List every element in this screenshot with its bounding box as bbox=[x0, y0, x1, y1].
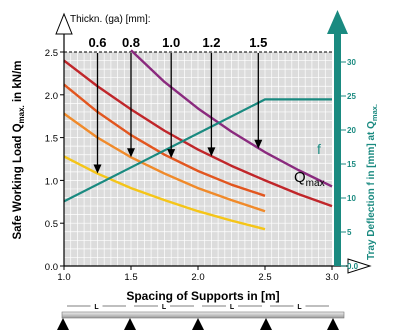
thickness-title: Thickn. (ga) [mm]: bbox=[70, 14, 151, 25]
right-axis-ticks: 0.0 5 10 15 20 25 30 bbox=[341, 58, 359, 271]
thickness-arrowhead bbox=[167, 149, 176, 159]
supports bbox=[57, 318, 339, 330]
q-max-label: Qmax bbox=[294, 169, 325, 189]
right-axis-bar bbox=[334, 28, 341, 266]
x-axis-arrowhead bbox=[347, 258, 372, 274]
right-tick-label: 15 bbox=[347, 160, 356, 169]
x-axis-ticks: 1.0 1.5 2.0 2.5 3.0 bbox=[57, 266, 339, 283]
thickness-label-1-0: 1.0 bbox=[162, 35, 180, 50]
series-line-1-5 bbox=[130, 49, 333, 188]
x-tick-label: 3.0 bbox=[325, 272, 338, 283]
thickness-label-1-2: 1.2 bbox=[202, 35, 220, 50]
grid bbox=[64, 52, 332, 266]
series-line-1-2 bbox=[63, 59, 333, 208]
thickness-arrowhead bbox=[207, 147, 216, 157]
q-label: Q bbox=[294, 169, 306, 186]
support-triangle bbox=[57, 318, 69, 330]
left-tick-label: 1.5 bbox=[45, 134, 58, 145]
left-tick-label: 1.0 bbox=[45, 176, 58, 187]
deflection-f-label: f bbox=[317, 141, 321, 157]
support-triangle bbox=[124, 318, 136, 330]
right-tick-label: 25 bbox=[347, 92, 356, 101]
right-tick-label: 10 bbox=[347, 194, 356, 203]
x-axis-label: Spacing of Supports in [m] bbox=[126, 289, 279, 303]
x-tick-label: 1.0 bbox=[57, 272, 70, 283]
right-tick-label: 5 bbox=[347, 228, 352, 237]
y-axis-right-label: Tray Deflection f in [mm] at Qmax. bbox=[366, 104, 379, 260]
thickness-label-1-5: 1.5 bbox=[249, 35, 267, 50]
y-left-label-main: Safe Working Load Q bbox=[12, 123, 24, 239]
thickness-labels: 0.6 0.8 1.0 1.2 1.5 bbox=[88, 35, 267, 50]
right-tick-label: 20 bbox=[347, 126, 356, 135]
y-left-label-unit: in kN/m bbox=[12, 60, 24, 105]
x-tick-label: 2.0 bbox=[191, 272, 204, 283]
left-axis-arrowhead bbox=[55, 12, 73, 35]
support-triangle bbox=[260, 318, 272, 330]
thickness-label-0-8: 0.8 bbox=[122, 35, 140, 50]
beam bbox=[61, 311, 345, 319]
span-label: L bbox=[230, 304, 235, 311]
y-left-label-sub: max. bbox=[17, 105, 26, 123]
left-tick-label: 0.5 bbox=[45, 219, 58, 230]
support-triangle bbox=[192, 318, 204, 330]
span-label: L bbox=[297, 304, 302, 311]
span-label: L bbox=[94, 304, 99, 311]
x-tick-label: 1.5 bbox=[124, 272, 137, 283]
left-tick-label: 0.0 bbox=[45, 262, 58, 273]
left-tick-label: 2.5 bbox=[45, 48, 58, 59]
left-tick-label: 2.0 bbox=[45, 91, 58, 102]
left-axis-ticks: 0.0 0.5 1.0 1.5 2.0 2.5 bbox=[45, 48, 64, 273]
support-triangle bbox=[327, 318, 339, 330]
y-right-label-main: Tray Deflection f in [mm] at Q bbox=[366, 121, 377, 260]
thickness-arrowhead bbox=[93, 164, 102, 174]
x-tick-label: 2.5 bbox=[258, 272, 271, 283]
right-axis-arrowhead bbox=[327, 10, 348, 34]
thickness-arrows bbox=[93, 53, 263, 174]
thickness-label-0-6: 0.6 bbox=[88, 35, 106, 50]
q-label-sub: max bbox=[306, 178, 325, 189]
thickness-arrowhead bbox=[127, 148, 135, 158]
right-tick-label: 0.0 bbox=[347, 262, 359, 271]
y-axis-left-label: Safe Working Load Qmax. in kN/m bbox=[12, 60, 26, 239]
right-tick-label: 30 bbox=[347, 58, 356, 67]
thickness-arrowhead bbox=[254, 139, 263, 149]
y-right-label-sub: max. bbox=[370, 104, 379, 121]
span-label: L bbox=[162, 304, 167, 311]
